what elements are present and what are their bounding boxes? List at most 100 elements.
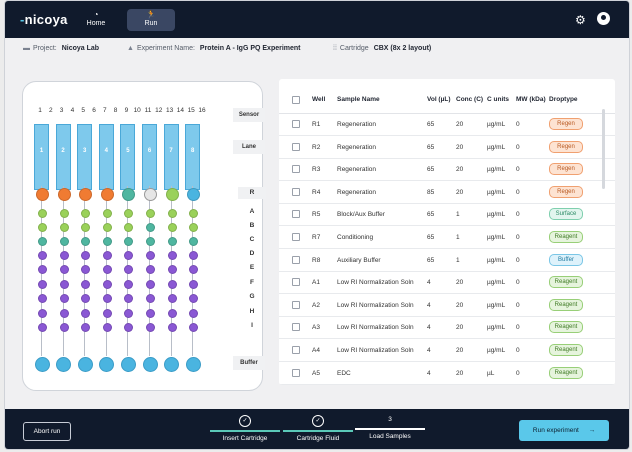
droptype-badge[interactable]: Reagent (549, 366, 583, 379)
well-H4[interactable] (102, 308, 112, 318)
well-E4[interactable] (102, 264, 112, 274)
well-F6[interactable] (146, 279, 155, 289)
well-A2[interactable] (59, 208, 69, 218)
droptype-badge[interactable]: Buffer (549, 253, 583, 266)
row-checkbox[interactable] (292, 165, 300, 174)
well-I5[interactable] (124, 322, 134, 332)
table-row[interactable]: A3 Low RI Normalization Soln 4 20 µg/mL 0 Reag… (279, 316, 615, 340)
droptype-badge[interactable]: Reagent (549, 231, 583, 243)
well-F1[interactable] (38, 279, 47, 289)
gear-icon[interactable]: ⚙ (575, 13, 586, 27)
row-checkbox[interactable] (292, 368, 300, 377)
well-R8[interactable] (187, 187, 201, 201)
well-F3[interactable] (81, 279, 91, 289)
well-F4[interactable] (102, 279, 112, 289)
well-A5[interactable] (124, 208, 134, 218)
column-header[interactable]: Conc (C) (456, 96, 484, 103)
well-C6[interactable] (146, 236, 155, 246)
buffer-well-5[interactable] (120, 357, 136, 372)
well-E5[interactable] (124, 264, 134, 274)
table-row[interactable]: R3 Regeneration 65 20 µg/mL 0 Regen (279, 158, 615, 182)
row-checkbox[interactable] (292, 323, 300, 332)
run-experiment-button[interactable]: Run experiment → (519, 420, 609, 441)
well-R7[interactable] (165, 187, 179, 201)
well-D7[interactable] (167, 250, 177, 260)
well-B8[interactable] (189, 222, 199, 232)
well-I2[interactable] (59, 322, 69, 332)
well-E3[interactable] (81, 264, 91, 274)
select-all-checkbox[interactable] (292, 96, 300, 104)
sensor-lane[interactable]: 3 (77, 124, 93, 190)
well-D2[interactable] (59, 250, 69, 260)
well-C7[interactable] (167, 236, 177, 246)
table-row[interactable]: R2 Regeneration 65 20 µg/mL 0 Regen (279, 136, 615, 159)
row-checkbox[interactable] (292, 120, 300, 128)
row-checkbox[interactable] (292, 187, 300, 196)
well-C2[interactable] (59, 236, 69, 246)
column-header[interactable]: C units (487, 96, 510, 103)
well-C1[interactable] (38, 236, 47, 246)
table-row[interactable]: R7 Conditioning 65 1 µg/mL 0 Reagent (279, 226, 615, 249)
well-F8[interactable] (189, 279, 199, 289)
well-F2[interactable] (59, 279, 69, 289)
buffer-well-2[interactable] (56, 357, 72, 372)
droptype-badge[interactable]: Regen (549, 163, 583, 176)
well-H1[interactable] (38, 308, 47, 318)
sensor-lane[interactable]: 6 (142, 124, 157, 190)
table-row[interactable]: A2 Low RI Normalization Soln 4 20 µg/mL 0 Reag… (279, 294, 615, 317)
well-D8[interactable] (189, 250, 199, 260)
well-R4[interactable] (100, 187, 114, 201)
well-B1[interactable] (38, 222, 47, 232)
well-B4[interactable] (102, 222, 112, 232)
well-H5[interactable] (124, 308, 134, 318)
well-R3[interactable] (79, 187, 93, 201)
sensor-lane[interactable]: 7 (163, 124, 179, 190)
well-H8[interactable] (189, 308, 199, 318)
well-B6[interactable] (146, 222, 155, 232)
well-G2[interactable] (59, 293, 69, 303)
well-D5[interactable] (124, 250, 134, 260)
column-header[interactable]: Vol (µL) (427, 96, 451, 103)
column-header[interactable]: Well (312, 96, 326, 103)
well-B2[interactable] (59, 222, 69, 232)
well-G1[interactable] (38, 293, 47, 303)
row-checkbox[interactable] (292, 300, 300, 309)
well-A3[interactable] (81, 208, 91, 218)
well-A4[interactable] (102, 208, 112, 218)
well-C5[interactable] (124, 236, 134, 246)
well-B3[interactable] (81, 222, 91, 232)
well-F7[interactable] (167, 279, 177, 289)
buffer-well-8[interactable] (185, 357, 201, 372)
sensor-lane[interactable]: 5 (120, 124, 136, 190)
droptype-badge[interactable]: Regen (549, 185, 583, 198)
droptype-badge[interactable]: Reagent (549, 276, 583, 289)
table-row[interactable]: R4 Regeneration 85 20 µg/mL 0 Regen (279, 181, 615, 204)
column-header[interactable]: MW (kDa) (516, 96, 546, 103)
well-I1[interactable] (38, 322, 47, 332)
well-R6[interactable] (144, 187, 157, 201)
table-row[interactable]: A5 EDC 4 20 µL 0 Reagent (279, 362, 615, 385)
row-checkbox[interactable] (292, 210, 300, 219)
well-E7[interactable] (167, 264, 177, 274)
nav-run-button[interactable]: 🏃 Run (127, 9, 175, 31)
droptype-badge[interactable]: Reagent (549, 344, 583, 356)
row-checkbox[interactable] (292, 346, 300, 354)
well-I8[interactable] (189, 322, 199, 332)
well-H2[interactable] (59, 308, 69, 318)
sensor-lane[interactable]: 8 (185, 124, 201, 190)
row-checkbox[interactable] (292, 278, 300, 287)
well-D4[interactable] (102, 250, 112, 260)
sensor-lane[interactable]: 2 (55, 124, 71, 190)
well-G4[interactable] (102, 293, 112, 303)
well-D1[interactable] (38, 250, 47, 260)
buffer-well-7[interactable] (164, 357, 180, 372)
buffer-well-4[interactable] (99, 357, 115, 372)
well-I6[interactable] (146, 322, 155, 332)
well-R5[interactable] (122, 187, 136, 201)
user-icon[interactable] (597, 12, 610, 25)
abort-run-button[interactable]: Abort run (23, 422, 71, 441)
column-header[interactable]: Droptype (549, 96, 578, 103)
well-G6[interactable] (146, 293, 155, 303)
buffer-well-3[interactable] (77, 357, 93, 372)
table-row[interactable]: A1 Low RI Normalization Soln 4 20 µg/mL 0 Reag… (279, 271, 615, 295)
